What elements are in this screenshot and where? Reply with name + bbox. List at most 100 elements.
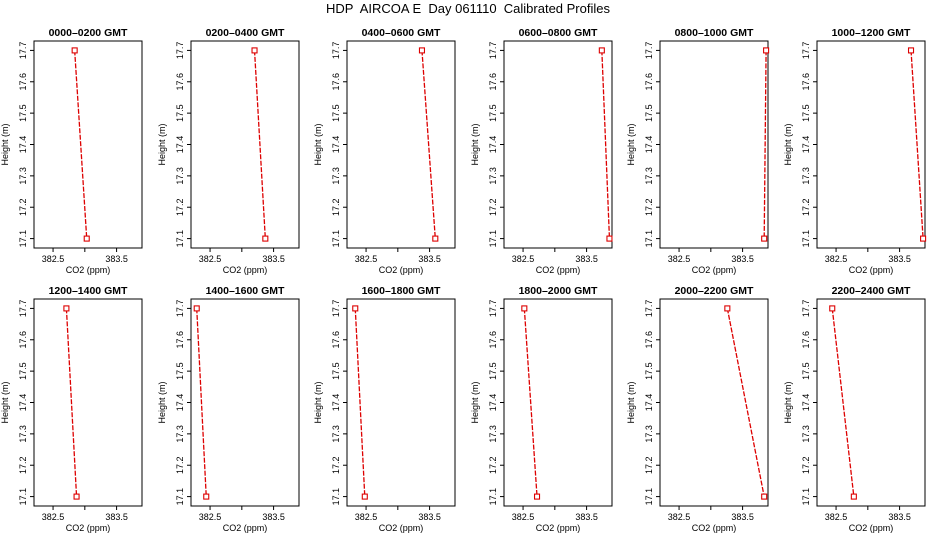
y-tick-label: 17.5 — [175, 104, 185, 122]
plot-frame — [816, 298, 926, 507]
y-tick-label: 17.7 — [488, 300, 498, 318]
panel-title: 0800–1000 GMT — [675, 27, 754, 39]
x-axis-label: CO2 (ppm) — [536, 523, 581, 533]
y-tick-label: 17.6 — [331, 73, 341, 91]
y-axis-label: Height (m) — [470, 123, 480, 165]
profile-line — [763, 50, 767, 239]
y-tick-label: 17.2 — [801, 456, 811, 474]
panel-title: 2200–2400 GMT — [832, 285, 911, 297]
panel-title: 0400–0600 GMT — [362, 27, 441, 39]
profile-line — [601, 50, 611, 239]
x-tick-label: 383.5 — [731, 254, 754, 264]
panel-title: 0200–0400 GMT — [206, 27, 285, 39]
y-tick-label: 17.5 — [331, 104, 341, 122]
y-tick-label: 17.7 — [644, 300, 654, 318]
y-tick-label: 17.2 — [331, 456, 341, 474]
y-tick-label: 17.2 — [801, 198, 811, 216]
y-tick-label: 17.2 — [175, 456, 185, 474]
x-tick-label: 382.5 — [42, 512, 65, 522]
y-tick-label: 17.4 — [331, 394, 341, 412]
y-axis-label: Height (m) — [157, 123, 167, 165]
y-tick-label: 17.2 — [18, 198, 28, 216]
chart-panel: 2000–2200 GMT 382.5 383.5 17.1 17.2 17.3 17.4 1… — [626, 285, 769, 533]
plot-frame — [659, 40, 769, 249]
y-tick-label: 17.6 — [801, 331, 811, 349]
profile-line — [831, 308, 855, 497]
panel-title: 1600–1800 GMT — [362, 285, 441, 297]
y-tick-label: 17.6 — [801, 73, 811, 91]
y-tick-label: 17.3 — [331, 425, 341, 443]
y-tick-label: 17.5 — [331, 362, 341, 380]
data-point — [533, 493, 541, 500]
plot-frame — [190, 298, 300, 507]
data-point — [920, 235, 927, 242]
x-axis-label: CO2 (ppm) — [66, 265, 111, 275]
y-tick-label: 17.5 — [488, 362, 498, 380]
y-tick-label: 17.5 — [18, 362, 28, 380]
chart-panel: 0800–1000 GMT 382.5 383.5 17.1 17.2 17.3 17.4 1… — [626, 27, 770, 275]
y-tick-label: 17.1 — [644, 230, 654, 248]
data-point — [521, 305, 528, 312]
data-point — [262, 235, 269, 242]
profile-line — [253, 50, 266, 239]
x-tick-label: 382.5 — [355, 512, 378, 522]
y-tick-label: 17.7 — [175, 42, 185, 60]
data-point — [724, 305, 731, 312]
y-tick-label: 17.7 — [801, 300, 811, 318]
chart-panel: 0400–0600 GMT 382.5 383.5 17.1 17.2 17.3 17.4 1… — [313, 27, 456, 275]
x-tick-label: 383.5 — [731, 512, 754, 522]
x-tick-label: 382.5 — [668, 512, 691, 522]
y-tick-label: 17.5 — [488, 104, 498, 122]
y-tick-label: 17.6 — [18, 73, 28, 91]
y-tick-label: 17.1 — [331, 488, 341, 506]
y-tick-label: 17.3 — [801, 425, 811, 443]
x-axis-label: CO2 (ppm) — [379, 265, 424, 275]
x-tick-label: 383.5 — [888, 512, 911, 522]
y-tick-label: 17.1 — [488, 488, 498, 506]
x-tick-label: 382.5 — [355, 254, 378, 264]
x-tick-label: 382.5 — [512, 512, 535, 522]
y-tick-label: 17.1 — [18, 230, 28, 248]
y-tick-label: 17.1 — [488, 230, 498, 248]
panel-title: 1200–1400 GMT — [49, 285, 128, 297]
x-tick-label: 383.5 — [262, 512, 285, 522]
data-point — [418, 47, 426, 54]
y-tick-label: 17.3 — [331, 167, 341, 185]
profile-line — [726, 308, 765, 497]
y-tick-label: 17.4 — [644, 136, 654, 154]
x-axis-label: CO2 (ppm) — [692, 523, 737, 533]
y-axis-label: Height (m) — [0, 123, 10, 165]
chart-panel: 1800–2000 GMT 382.5 383.5 17.1 17.2 17.3 17.4 1… — [470, 285, 613, 533]
y-tick-label: 17.2 — [488, 456, 498, 474]
data-point — [606, 235, 613, 242]
x-tick-label: 383.5 — [105, 512, 128, 522]
y-tick-label: 17.7 — [331, 300, 341, 318]
y-tick-label: 17.7 — [801, 42, 811, 60]
y-tick-label: 17.3 — [18, 167, 28, 185]
plot-frame — [190, 40, 300, 249]
x-axis-label: CO2 (ppm) — [849, 523, 894, 533]
x-axis-label: CO2 (ppm) — [66, 523, 111, 533]
x-axis-label: CO2 (ppm) — [223, 523, 268, 533]
x-tick-label: 382.5 — [199, 254, 222, 264]
y-tick-label: 17.4 — [801, 394, 811, 412]
y-tick-label: 17.4 — [18, 136, 28, 154]
y-tick-label: 17.5 — [801, 362, 811, 380]
data-point — [829, 305, 836, 312]
data-point — [761, 493, 768, 500]
y-tick-label: 17.7 — [175, 300, 185, 318]
y-axis-label: Height (m) — [313, 381, 323, 423]
x-tick-label: 383.5 — [262, 254, 285, 264]
chart-panel: 0000–0200 GMT 382.5 383.5 17.1 17.2 17.3 17.4 1… — [0, 27, 143, 275]
y-tick-label: 17.7 — [18, 300, 28, 318]
x-tick-label: 382.5 — [199, 512, 222, 522]
plot-frame — [33, 40, 143, 249]
y-tick-label: 17.6 — [175, 73, 185, 91]
y-tick-label: 17.4 — [644, 394, 654, 412]
y-tick-label: 17.2 — [488, 198, 498, 216]
y-tick-label: 17.3 — [488, 167, 498, 185]
y-axis-label: Height (m) — [626, 123, 636, 165]
data-point — [361, 493, 368, 500]
y-tick-label: 17.4 — [175, 136, 185, 154]
data-point — [251, 47, 258, 54]
